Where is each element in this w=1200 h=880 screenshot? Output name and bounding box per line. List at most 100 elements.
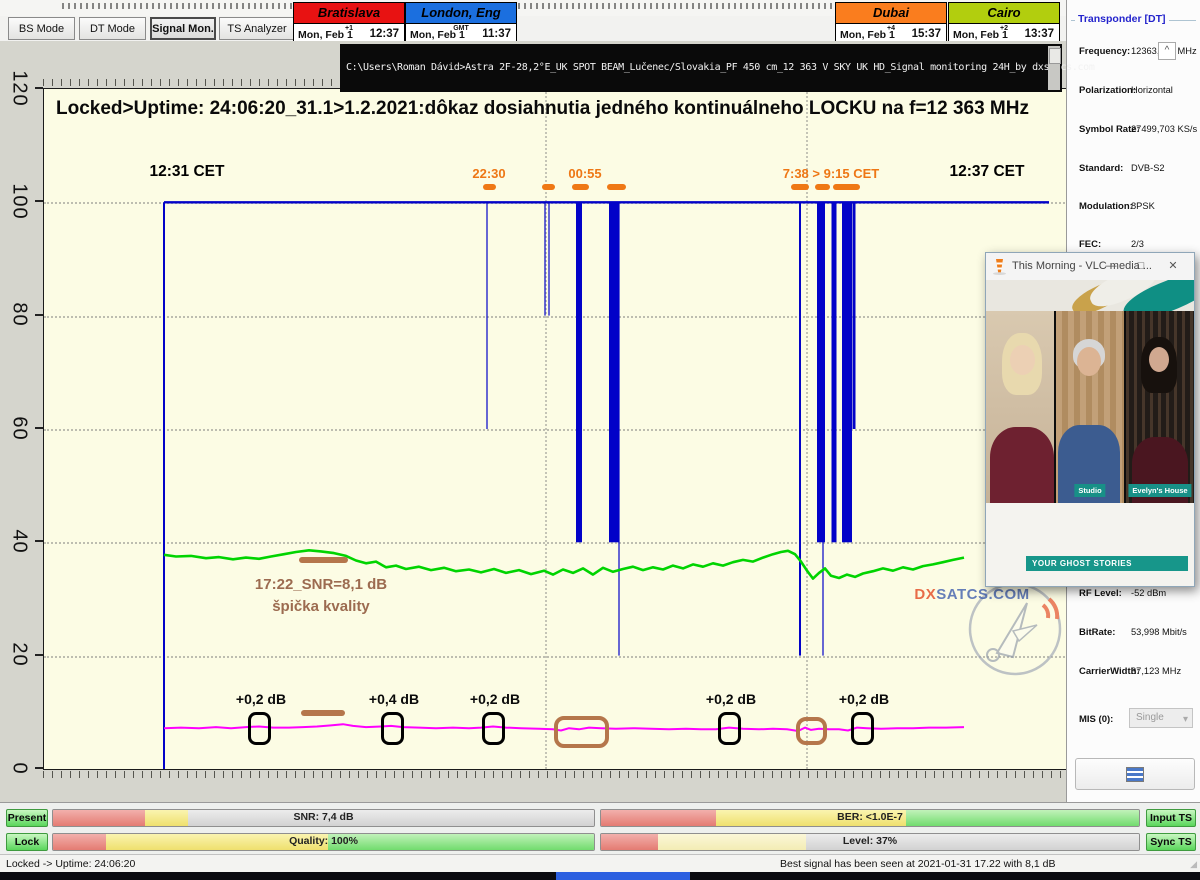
bar-text: BER: <1.0E-7 <box>837 811 903 823</box>
tab-bs-mode[interactable]: BS Mode <box>8 17 75 40</box>
bar-text: SNR: 7,4 dB <box>293 811 354 823</box>
bar-segment-red <box>601 834 658 850</box>
brown-highlight-box <box>554 716 609 748</box>
brown-dash-mark <box>301 710 345 716</box>
sync-ts-button[interactable]: Sync TS <box>1146 833 1196 851</box>
y-tick <box>35 313 43 316</box>
bar-segment-pale <box>658 834 806 850</box>
interruption-marker <box>833 184 860 190</box>
tp-value: 2/3 <box>1131 239 1144 249</box>
tab-dt-mode[interactable]: DT Mode <box>79 17 146 40</box>
peak-annotation-line1: 17:22_SNR=8,1 dB <box>254 576 388 593</box>
console-scrollbar-thumb[interactable] <box>1049 48 1061 64</box>
h-gridline-60 <box>44 429 1065 431</box>
clock-bratislava: Bratislava Mon, Feb 1 +1 12:37 <box>293 2 405 46</box>
vlc-window[interactable]: This Morning - VLC media ... — □ ✕ <box>985 252 1195 587</box>
brown-highlight-box <box>796 717 827 745</box>
interruption-marker <box>572 184 589 190</box>
taskbar-highlight[interactable] <box>556 872 690 880</box>
clock-body: Mon, Feb 1 GMT 11:37 <box>406 24 516 45</box>
signal-series-svg <box>163 201 1049 769</box>
tab-ts-analyzer-ok-[interactable]: TS Analyzer (OK) <box>219 17 295 58</box>
snr-progressbar: SNR: 7,4 dB <box>52 809 595 827</box>
tp-label: Symbol Rate: <box>1079 124 1140 135</box>
tp-value: 37,123 MHz <box>1131 666 1182 676</box>
snr-callout-label: +0,2 dB <box>705 691 757 707</box>
plot-title: Locked>Uptime: 24:06:20_31.1>1.2.2021:dô… <box>56 98 1029 119</box>
snr-callout-box <box>482 712 505 745</box>
interruption-marker <box>483 184 496 190</box>
y-axis-label-100: 100 <box>8 183 31 220</box>
interruption-marker <box>607 184 626 190</box>
snr-callout-box <box>851 712 874 745</box>
ticker-banner: YOUR GHOST STORIES <box>1026 556 1188 571</box>
snr-callout-label: +0,2 dB <box>469 691 521 707</box>
bar-segment-red <box>53 834 106 850</box>
y-axis-label-0: 0 <box>8 761 31 775</box>
input-ts-button[interactable]: Input TS <box>1146 809 1196 827</box>
tp-value: -52 dBm <box>1131 588 1167 598</box>
mis-label: MIS (0): <box>1079 714 1114 725</box>
time-label: 00:55 <box>568 166 602 181</box>
console-window: C:\Users\Roman Dávid>Astra 2F-28,2°E_UK … <box>340 44 1095 92</box>
tab-signal-mon-[interactable]: Signal Mon. <box>150 17 216 40</box>
minimize-button[interactable]: — <box>1105 260 1117 272</box>
vlc-titlebar[interactable]: This Morning - VLC media ... — □ ✕ <box>986 253 1194 281</box>
ber-progressbar: BER: <1.0E-7 <box>600 809 1140 827</box>
lock-button[interactable]: Lock <box>6 833 48 851</box>
clock-cairo: Cairo Mon, Feb 1 +2 13:37 <box>948 2 1060 46</box>
time-label: 12:37 CET <box>949 163 1025 180</box>
clock-utc-offset: +1 <box>345 25 353 32</box>
tp-label: Polarization: <box>1079 85 1137 96</box>
brown-dash-mark <box>299 557 348 563</box>
y-tick <box>35 427 43 429</box>
vlc-window-title: This Morning - VLC media ... <box>1012 260 1152 272</box>
tp-value: 8PSK <box>1131 201 1155 211</box>
level-progressbar: Level: 37% <box>600 833 1140 851</box>
h-gridline-80 <box>44 315 1065 318</box>
present-button[interactable]: Present <box>6 809 48 827</box>
clock-city: Bratislava <box>294 3 404 24</box>
resize-grip[interactable]: ◢ <box>1190 859 1197 869</box>
bar-segment-yellow <box>716 810 906 826</box>
tp-value: DVB-S2 <box>1131 163 1165 173</box>
scroll-up-button[interactable]: ^ <box>1158 42 1176 60</box>
clock-city: Dubai <box>836 3 946 24</box>
video-panel-guest: Evelyn's House <box>1126 311 1194 503</box>
interruption-marker <box>815 184 830 190</box>
tp-label: BitRate: <box>1079 627 1116 638</box>
mis-select[interactable]: Single ▾ <box>1129 708 1193 728</box>
v-gridline <box>545 89 547 769</box>
clock-date: Mon, Feb 1 <box>953 29 1008 41</box>
bar-text: Quality: 100% <box>289 835 358 847</box>
y-axis-label-60: 60 <box>8 415 31 441</box>
caption-chip-studio: Studio <box>1074 484 1106 497</box>
snr-callout-label: +0,2 dB <box>838 691 890 707</box>
clock-utc-offset: +4 <box>887 25 895 32</box>
snr-callout-label: +0,2 dB <box>235 691 287 707</box>
maximize-button[interactable]: □ <box>1137 260 1145 272</box>
v-gridline <box>806 89 808 769</box>
y-axis-label-120: 120 <box>8 69 31 107</box>
snr-callout-box <box>718 712 741 745</box>
y-tick <box>35 653 43 656</box>
log-list-icon <box>1126 766 1144 782</box>
statusbar: Locked -> Uptime: 24:06:20 Best signal h… <box>0 854 1200 872</box>
snr-callout-label: +0,4 dB <box>368 691 420 707</box>
tp-label: FEC: <box>1079 239 1102 250</box>
console-scrollbar[interactable] <box>1048 46 1061 90</box>
clock-city: London, Eng <box>406 3 516 24</box>
vlc-video-area[interactable]: Studio Evelyn's House YOUR GHOST STORIES <box>986 280 1194 586</box>
log-button[interactable] <box>1075 758 1195 790</box>
close-button[interactable]: ✕ <box>1168 260 1178 272</box>
clock-body: Mon, Feb 1 +1 12:37 <box>294 24 404 45</box>
clock-body: Mon, Feb 1 +4 15:37 <box>836 24 946 45</box>
clock-london-eng: London, Eng Mon, Feb 1 GMT 11:37 <box>405 2 517 46</box>
clock-date: Mon, Feb 1 <box>840 29 895 41</box>
y-tick <box>35 540 43 543</box>
chevron-down-icon: ▾ <box>1182 714 1188 725</box>
video-panels: Studio Evelyn's House <box>986 311 1194 503</box>
console-path-text: C:\Users\Roman Dávid>Astra 2F-28,2°E_UK … <box>346 62 1095 73</box>
tp-value: 53,998 Mbit/s <box>1131 627 1187 637</box>
